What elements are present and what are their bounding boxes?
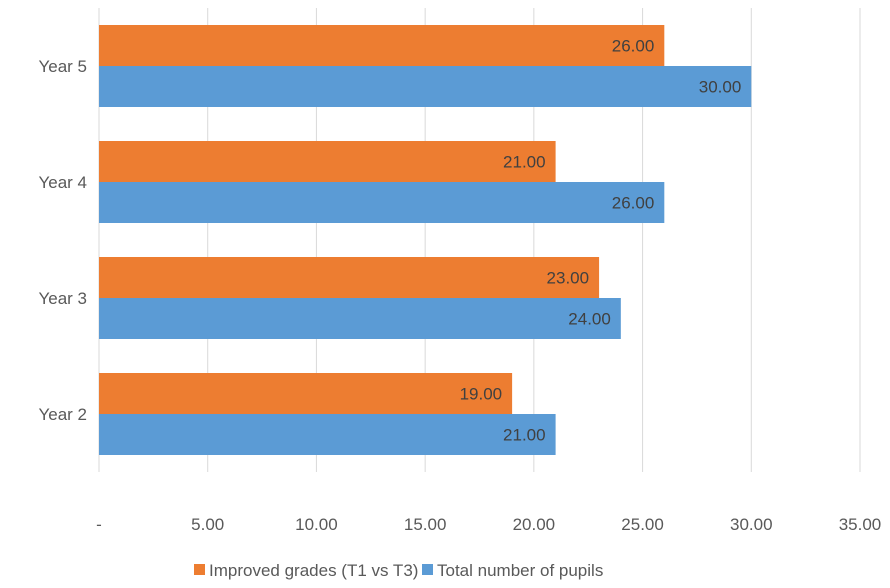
bar-year-4-series-1 [99, 182, 665, 223]
bar-year-4-series-0 [99, 141, 556, 182]
x-tick-label: 5.00 [191, 515, 224, 534]
data-label: 21.00 [503, 153, 546, 172]
data-label: 26.00 [612, 37, 655, 56]
category-axis: Year 5 Year 4 Year 3 Year 2 [38, 57, 87, 424]
data-label: 21.00 [503, 426, 546, 445]
data-label: 30.00 [699, 78, 742, 97]
legend: Improved grades (T1 vs T3) Total number o… [194, 561, 603, 580]
bar-year-5-series-0 [99, 25, 665, 66]
category-label: Year 4 [38, 173, 87, 192]
bar-year-3-series-1 [99, 298, 621, 339]
x-tick-label: 25.00 [621, 515, 664, 534]
x-tick-label: 15.00 [404, 515, 447, 534]
category-label: Year 5 [38, 57, 87, 76]
x-tick-label: - [96, 515, 102, 534]
data-label: 19.00 [460, 385, 503, 404]
x-tick-label: 35.00 [839, 515, 882, 534]
legend-item-1: Total number of pupils [422, 561, 603, 580]
bar-year-2-series-0 [99, 373, 513, 414]
data-label: 26.00 [612, 194, 655, 213]
data-label: 23.00 [547, 269, 590, 288]
category-label: Year 2 [38, 405, 87, 424]
x-tick-label: 30.00 [730, 515, 773, 534]
x-tick-label: 10.00 [295, 515, 338, 534]
bar-year-5-series-1 [99, 66, 752, 107]
data-label: 24.00 [568, 310, 611, 329]
bars [99, 25, 752, 455]
legend-label: Total number of pupils [437, 561, 603, 580]
legend-swatch [194, 564, 205, 575]
value-axis: - 5.00 10.00 15.00 20.00 25.00 30.00 35.00 [96, 515, 881, 534]
legend-label: Improved grades (T1 vs T3) [209, 561, 418, 580]
legend-swatch [422, 564, 433, 575]
category-label: Year 3 [38, 289, 87, 308]
legend-item-0: Improved grades (T1 vs T3) [194, 561, 418, 580]
bar-year-3-series-0 [99, 257, 600, 298]
x-tick-label: 20.00 [513, 515, 556, 534]
bar-year-2-series-1 [99, 414, 556, 455]
data-labels: 26.00 30.00 21.00 26.00 23.00 24.00 19.00 21.00 [460, 37, 742, 445]
